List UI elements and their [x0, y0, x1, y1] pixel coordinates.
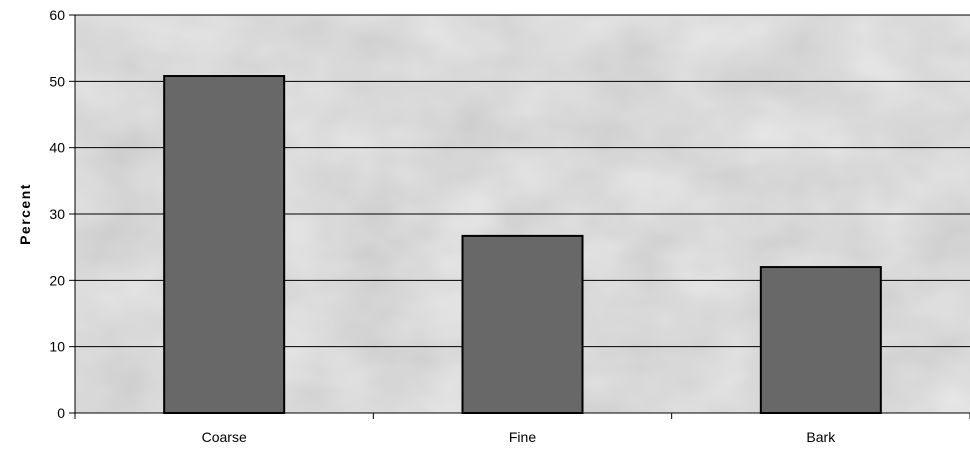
axes	[69, 14, 970, 419]
y-tick-labels: 0 10 20 30 40 50 60	[49, 7, 65, 421]
x-tick-label-coarse: Coarse	[202, 429, 247, 445]
bars	[163, 75, 882, 415]
bar-fine	[461, 234, 584, 414]
y-tick-label: 60	[49, 7, 65, 23]
x-tick-label-bark: Bark	[806, 429, 836, 445]
y-tick-label: 0	[57, 405, 65, 421]
y-tick-label: 20	[49, 272, 65, 288]
y-tick-label: 30	[49, 206, 65, 222]
y-tick-label: 10	[49, 339, 65, 355]
bar-bark	[759, 266, 882, 415]
x-tick-label-fine: Fine	[509, 429, 536, 445]
y-axis-label: Percent	[17, 183, 33, 245]
bar-coarse	[163, 75, 286, 414]
y-tick-label: 40	[49, 140, 65, 156]
x-tick-labels: Coarse Fine Bark	[202, 429, 837, 445]
y-tick-label: 50	[49, 73, 65, 89]
